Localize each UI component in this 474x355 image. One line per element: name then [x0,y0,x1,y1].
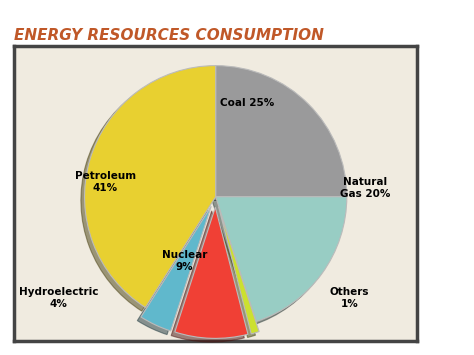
Wedge shape [141,206,211,331]
Wedge shape [175,207,248,338]
Wedge shape [84,66,216,307]
Text: Petroleum
41%: Petroleum 41% [75,171,136,193]
Text: Hydroelectric
4%: Hydroelectric 4% [18,287,98,308]
Text: Nuclear
9%: Nuclear 9% [162,250,207,272]
Text: ENERGY RESOURCES CONSUMPTION: ENERGY RESOURCES CONSUMPTION [14,28,324,43]
Text: Coal 25%: Coal 25% [220,98,274,108]
Wedge shape [219,207,259,334]
Wedge shape [216,197,347,322]
Text: Natural
Gas 20%: Natural Gas 20% [340,177,391,199]
Text: Others
1%: Others 1% [330,287,369,308]
Wedge shape [216,66,347,197]
